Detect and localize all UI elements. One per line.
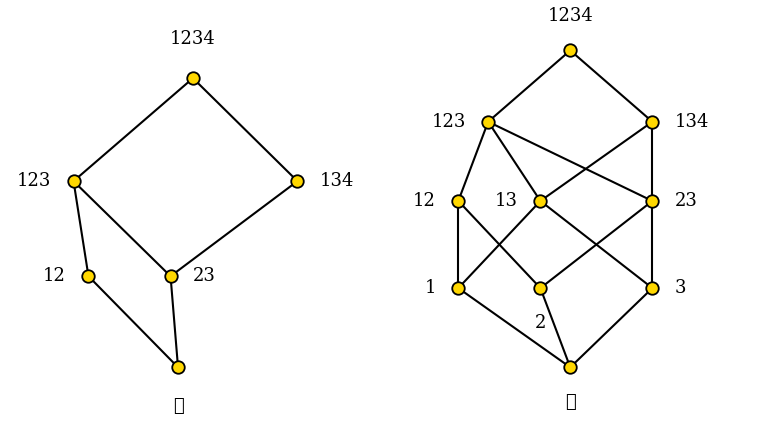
Text: 123: 123 bbox=[17, 172, 51, 190]
Text: ∅: ∅ bbox=[565, 393, 575, 411]
Text: 12: 12 bbox=[413, 192, 436, 210]
Text: 134: 134 bbox=[320, 172, 354, 190]
Text: 3: 3 bbox=[675, 279, 686, 297]
Text: 123: 123 bbox=[431, 113, 466, 131]
Text: 134: 134 bbox=[675, 113, 709, 131]
Text: 13: 13 bbox=[495, 192, 518, 210]
Text: 1: 1 bbox=[425, 279, 436, 297]
Text: ∅: ∅ bbox=[173, 397, 183, 415]
Text: 12: 12 bbox=[43, 267, 66, 285]
Text: 23: 23 bbox=[193, 267, 216, 285]
Text: 1234: 1234 bbox=[170, 30, 216, 48]
Text: 1234: 1234 bbox=[547, 7, 593, 25]
Text: 2: 2 bbox=[535, 314, 546, 332]
Text: 23: 23 bbox=[675, 192, 698, 210]
